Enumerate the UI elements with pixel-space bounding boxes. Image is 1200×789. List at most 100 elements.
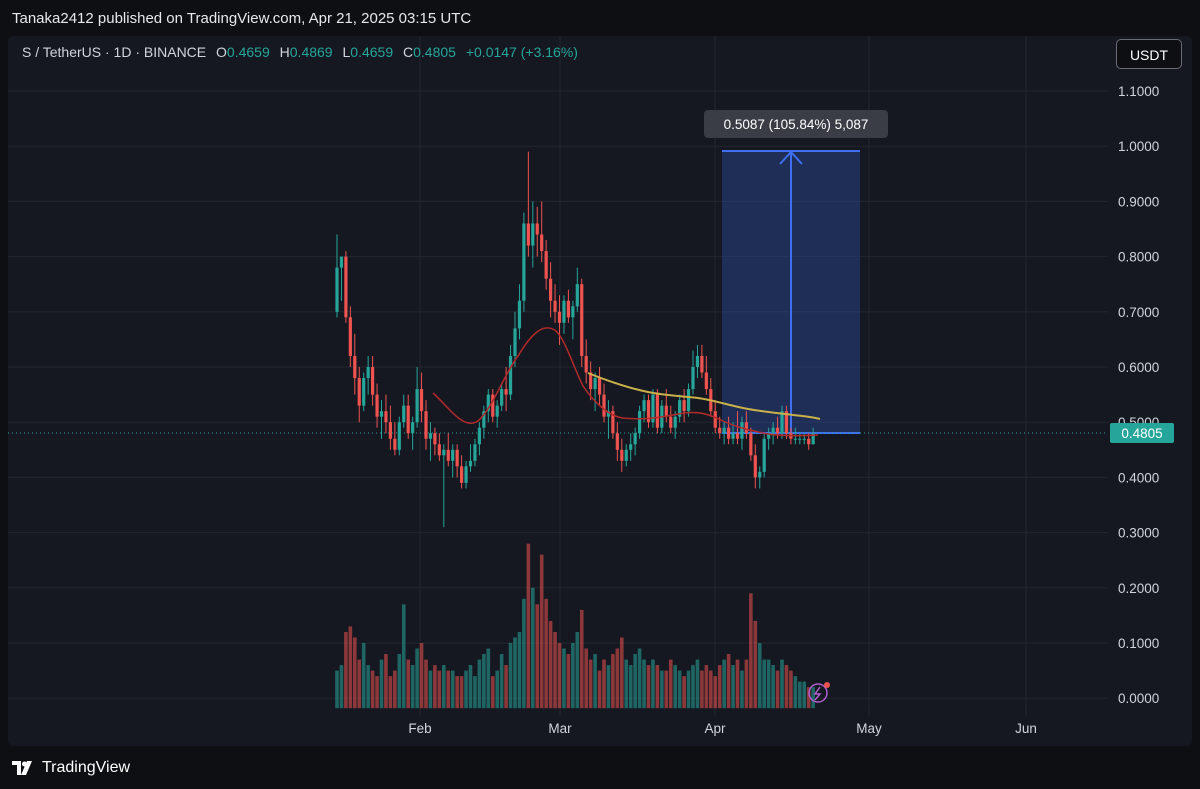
volume-bar [717, 665, 722, 709]
chart-panel[interactable]: 0.5087 (105.84%) 5,087 1.1000 1.0000 0.900… [8, 36, 1192, 746]
candle-body [379, 411, 384, 417]
volume-bar [695, 659, 700, 709]
lightning-bolt-glyph [813, 686, 822, 701]
volume-bar [722, 659, 726, 709]
volume-bar [588, 659, 593, 709]
volume-bar [735, 659, 740, 709]
volume-bar [753, 620, 758, 709]
volume-bar [620, 637, 624, 709]
candle-body [784, 411, 789, 434]
candle-body [366, 367, 370, 379]
candle-body [575, 284, 579, 307]
volume-bar [397, 654, 402, 709]
volume-bar [406, 659, 410, 709]
volume-bar [726, 654, 731, 709]
volume-bar [651, 659, 655, 709]
volume-bar [762, 659, 766, 709]
price-tick-label: 1.1000 [1118, 84, 1159, 99]
candle-body [727, 427, 731, 439]
candle-body [589, 372, 593, 390]
candle-body [749, 433, 753, 456]
candle-body [428, 433, 433, 439]
candle-body [353, 355, 357, 379]
currency-button[interactable]: USDT [1116, 39, 1182, 69]
volume-bar [740, 670, 744, 709]
candle-body [486, 394, 490, 412]
low-label: L [342, 44, 351, 60]
candle-body [442, 449, 446, 456]
lightning-icon[interactable] [808, 683, 828, 703]
candle-body [477, 427, 481, 445]
volume-bar [531, 587, 535, 709]
price-tick-label: 0.1000 [1118, 636, 1159, 651]
price-tick-label: 0.0000 [1118, 691, 1159, 706]
price-axis: 1.10001.00000.90000.80000.70000.60000.50… [1118, 84, 1159, 706]
price-tick-label: 0.2000 [1118, 581, 1159, 596]
candle-body [691, 367, 695, 390]
volume-bar [624, 659, 629, 709]
volume-bar [410, 665, 415, 709]
volume-bar [495, 670, 499, 709]
volume-bar [749, 593, 753, 709]
candle-body [584, 355, 588, 373]
candle-body [451, 449, 455, 461]
volume-bar [384, 654, 388, 709]
candle-body [802, 438, 806, 440]
volume-bar [731, 665, 735, 709]
candle-body [664, 405, 668, 417]
candle-body [495, 405, 499, 417]
measure-tooltip-box [704, 110, 888, 138]
volume-bar [780, 659, 784, 709]
candle-body [540, 234, 544, 252]
candle-body [397, 422, 401, 450]
candle-body [700, 355, 704, 373]
candle-body [513, 328, 517, 356]
candle-body [646, 400, 651, 423]
volume-bar [535, 604, 540, 709]
candle-body [744, 422, 748, 434]
volume-bar [597, 670, 602, 709]
price-chart[interactable]: 0.5087 (105.84%) 5,087 1.1000 1.0000 0.900… [8, 36, 1192, 746]
volume-bar [539, 554, 544, 709]
candle-body [798, 438, 802, 440]
time-tick-label: Apr [704, 721, 726, 736]
tradingview-logo[interactable]: TradingView [12, 758, 130, 778]
candle-body [811, 433, 815, 445]
candle-body [468, 460, 473, 467]
candle-body [357, 378, 361, 406]
volume-bar [571, 643, 575, 709]
volume-bar [522, 598, 526, 709]
current-price-badge [1110, 423, 1174, 443]
candle-body [500, 389, 504, 406]
volume-bar [504, 665, 508, 709]
change-value: +0.0147 (+3.16%) [465, 44, 578, 60]
price-tick-label: 0.9000 [1118, 194, 1159, 209]
candle-body [593, 378, 597, 390]
volume-bar [464, 670, 468, 709]
volume-bar [450, 670, 455, 709]
candle-body [491, 394, 495, 417]
volume-bar [775, 670, 780, 709]
candle-body [686, 389, 691, 412]
candle-body [549, 278, 553, 301]
candle-body [544, 251, 548, 279]
candle-body [722, 427, 726, 434]
candle-body [753, 455, 757, 478]
volume-bar [477, 659, 482, 709]
volume-bar [575, 631, 580, 709]
volume-bar [811, 687, 815, 709]
volume-bar [393, 670, 397, 709]
candle-body [339, 256, 344, 268]
open-label: O [216, 44, 227, 60]
volume-bar [673, 665, 677, 709]
candle-body [780, 411, 784, 434]
volume-bar [633, 654, 637, 709]
volume-bar [766, 659, 771, 709]
volume-bar [433, 665, 437, 709]
volume-bar [704, 665, 709, 709]
candle-body [731, 433, 735, 439]
volume-bar [353, 637, 357, 709]
volume-bar [482, 654, 486, 709]
candle-body [704, 372, 708, 390]
footer: TradingView [0, 746, 1200, 789]
